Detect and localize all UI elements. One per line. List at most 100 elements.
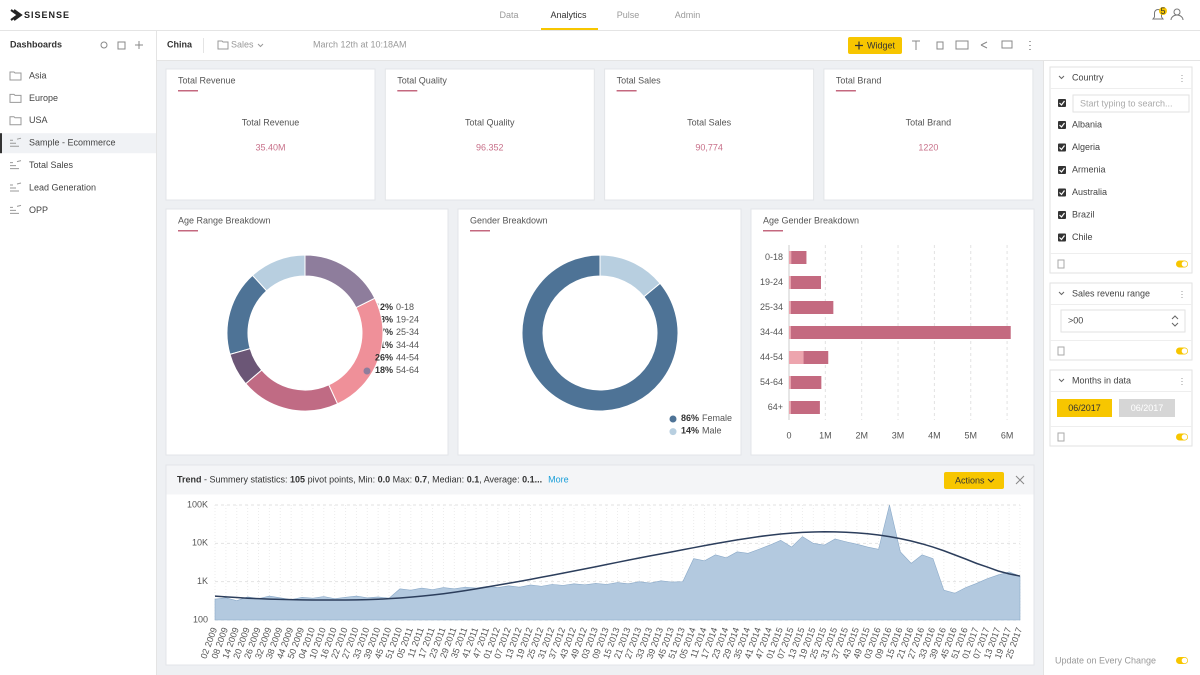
folder-name[interactable]: Sales [231,39,254,49]
search-input[interactable] [1072,94,1190,113]
checkmark [1059,100,1065,106]
filter-title[interactable]: Country [1072,72,1104,82]
plus-icon [855,41,863,50]
sidebar-item[interactable]: USA [29,115,48,125]
search-placeholder: Start typing to search... [1080,98,1173,108]
legend-value: 14% [681,426,699,436]
kpi-label: Total Revenue [242,117,300,127]
summary-part: , Average: [479,475,522,485]
date-from[interactable] [1057,399,1112,417]
range-input[interactable] [1060,309,1186,333]
trash-icon[interactable] [1057,346,1065,356]
actions-button[interactable] [944,472,1004,489]
y-tick-label: 44-54 [760,352,783,362]
legend-entry: 12% 0-18 [375,302,414,312]
checkbox[interactable] [1058,233,1066,242]
chevron [987,478,995,483]
kpi-value: 1220 [918,142,938,152]
widget-card [165,208,449,456]
summary-part: 0.7 [415,475,428,485]
legend-label: 44-54 [396,353,419,363]
nav-tab[interactable]: Admin [675,10,701,20]
sidebar-item[interactable]: Asia [29,70,47,80]
checkbox[interactable] [1058,188,1066,197]
legend-label: 54-64 [396,365,419,375]
y-tick-label: 0-18 [765,252,783,262]
x-tick-label: 3M [892,430,905,440]
trash-icon[interactable] [1057,259,1065,269]
x-tick-label: 4M [928,430,941,440]
checkbox[interactable] [1058,211,1066,219]
close-icon[interactable] [1015,475,1025,485]
nav-tab[interactable]: Pulse [617,10,640,20]
trash-icon[interactable] [1057,432,1065,442]
checkbox[interactable] [1058,121,1066,129]
active-item-bar [0,133,2,154]
present-icon[interactable] [1001,40,1013,49]
checkmark [1059,167,1065,173]
folder-icon [9,71,22,81]
chevron [1058,75,1065,80]
y-tick-label: 64+ [768,402,783,412]
summary-part: Max: [390,475,415,485]
summary-part: pivot points, Min: [305,475,378,485]
widget-button[interactable] [848,37,902,54]
title-underline [397,90,418,92]
dashboard-name: China [167,39,193,49]
text-icon[interactable] [912,40,920,50]
sidebar-item[interactable]: OPP [29,205,48,215]
sidebar-item[interactable]: Total Sales [29,160,74,170]
widget-button-label: Widget [867,40,896,50]
filter-title[interactable]: Months in data [1072,375,1131,385]
sidebar-item[interactable]: Lead Generation [29,182,96,192]
widget-summary: Trend - Summery statistics: 105 pivot po… [177,475,569,485]
checkbox[interactable] [1058,143,1066,152]
filter-option: Armenia [1072,164,1106,174]
update-label: Update on Every Change [1055,655,1156,665]
pdf-icon[interactable] [955,40,969,50]
checkbox[interactable] [1058,166,1066,174]
edit-icon[interactable] [117,41,126,50]
donut-slice [521,254,679,412]
share-icon[interactable] [980,41,988,49]
date-to[interactable] [1119,399,1175,417]
checkmark [1059,212,1065,218]
search-icon[interactable] [100,41,108,49]
filter-title[interactable]: Sales revenu range [1072,288,1150,298]
donut-slice [245,369,339,412]
legend-entry: 21% 34-44 [375,340,419,350]
more-link[interactable]: More [548,475,569,485]
legend-entry: 86% Female [681,413,732,423]
x-tick-label: 0 [786,430,791,440]
checkbox[interactable] [1058,99,1066,107]
widget-title: Total Revenue [178,75,236,85]
bell-icon[interactable] [1152,9,1164,20]
filter-icon[interactable] [936,41,944,50]
sidebar-item[interactable]: Sample - Ecommerce [29,138,116,148]
title-underline [835,90,856,92]
kpi-label: Total Brand [906,117,952,127]
title-underline [470,230,490,232]
spinner [1171,315,1179,327]
toggle-knob [1181,434,1188,440]
filter-option: Albania [1072,119,1102,129]
add-icon[interactable] [135,41,143,49]
sidebar-item[interactable]: Europe [29,93,58,103]
toggle-knob [1181,348,1188,354]
widget-title: Total Quality [397,75,447,85]
summary-part: - Summery statistics: [202,475,291,485]
dashboard-icon [10,137,22,147]
nav-tab[interactable]: Data [499,10,518,20]
widget-card [457,208,742,456]
date-from-label: 06/2017 [1068,403,1101,413]
legend-value: 18% [375,315,393,325]
legend-swatch [669,415,677,423]
summary-part: 0.1... [522,475,542,485]
nav-tab[interactable]: Analytics [550,10,587,20]
summary-part: 0.1 [467,475,480,485]
y-tick-label: 1K [197,576,208,586]
widget-title: Trend [177,475,202,485]
legend-value: 12% [375,302,393,312]
bar-segment [803,351,829,364]
